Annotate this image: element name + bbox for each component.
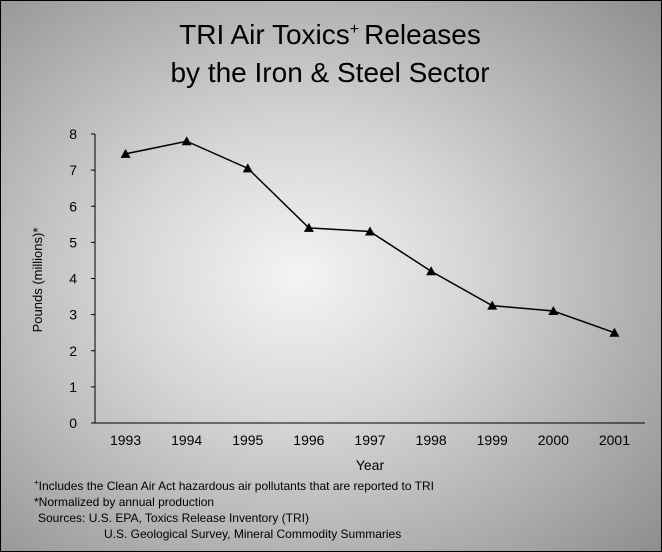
footnote: Sources: U.S. EPA, Toxics Release Invent…	[38, 511, 309, 525]
marker	[365, 226, 375, 236]
y-tick-label: 6	[69, 198, 77, 214]
y-tick-label: 4	[69, 271, 77, 287]
footnote-text: Includes the Clean Air Act hazardous air…	[39, 479, 434, 493]
x-tick-label: 1996	[293, 432, 324, 448]
title-rest: Releases	[364, 19, 481, 50]
x-axis-label: Year	[356, 457, 385, 473]
y-tick-label: 3	[69, 307, 77, 323]
footnote: U.S. Geological Survey, Mineral Commodit…	[104, 527, 401, 541]
marker	[181, 136, 192, 146]
chart-title: TRI Air Toxics+ Releases	[179, 19, 481, 50]
y-axis-label: Pounds (millions)*	[30, 228, 45, 333]
y-tick-label: 1	[69, 379, 77, 395]
chart-subtitle: by the Iron & Steel Sector	[170, 57, 489, 88]
footnote-mark: +	[34, 478, 39, 487]
marker	[426, 266, 437, 276]
marker	[242, 163, 253, 173]
y-tick-label: 0	[69, 415, 77, 431]
x-tick-label: 1999	[477, 432, 508, 448]
x-tick-label: 1997	[354, 432, 385, 448]
x-tick-label: 1998	[416, 432, 447, 448]
y-tick-label: 8	[69, 126, 77, 142]
title-mark: +	[350, 21, 359, 38]
y-tick-label: 5	[69, 234, 77, 250]
x-tick-label: 1994	[171, 432, 202, 448]
x-tick-label: 1993	[110, 432, 141, 448]
marker	[548, 306, 559, 316]
y-tick-label: 7	[69, 162, 77, 178]
x-tick-label: 2000	[538, 432, 569, 448]
footnote: +Includes the Clean Air Act hazardous ai…	[34, 478, 434, 493]
marker	[120, 148, 131, 158]
marker	[303, 222, 314, 232]
title-main: TRI Air Toxics	[179, 19, 350, 50]
footnote: *Normalized by annual production	[34, 495, 214, 509]
x-tick-label: 2001	[599, 432, 630, 448]
x-tick-label: 1995	[232, 432, 263, 448]
y-tick-label: 2	[69, 343, 77, 359]
marker	[487, 300, 498, 310]
marker	[609, 327, 620, 337]
